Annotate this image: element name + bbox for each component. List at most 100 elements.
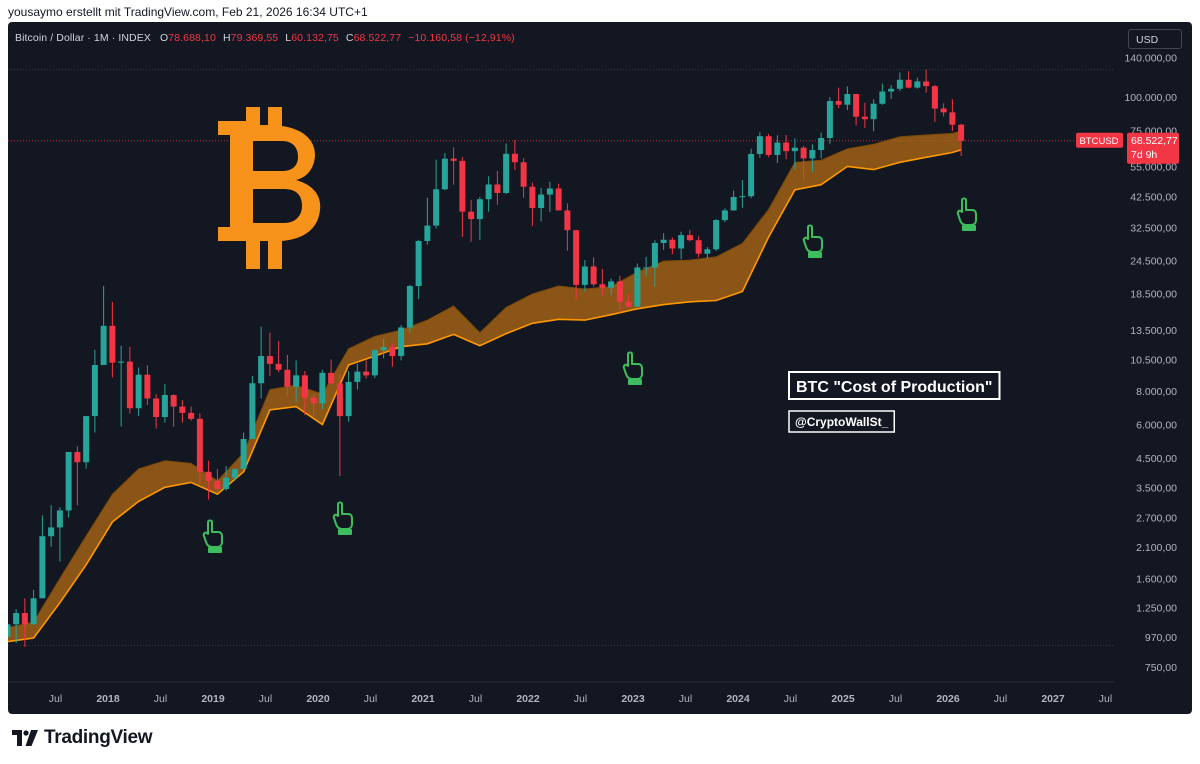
candle[interactable] <box>196 413 203 485</box>
candle[interactable] <box>354 363 361 390</box>
candle[interactable] <box>170 394 177 427</box>
candle[interactable] <box>91 349 98 433</box>
candle[interactable] <box>774 135 781 164</box>
candle[interactable] <box>39 515 46 599</box>
candle[interactable] <box>905 71 912 89</box>
candle[interactable] <box>476 196 483 240</box>
candle[interactable] <box>634 263 641 307</box>
candle[interactable] <box>135 367 142 417</box>
candle[interactable] <box>861 102 868 128</box>
candle[interactable] <box>721 208 728 223</box>
candle[interactable] <box>564 203 571 251</box>
candle[interactable] <box>923 69 930 93</box>
candle[interactable] <box>310 394 317 418</box>
candle[interactable] <box>826 97 833 144</box>
candle[interactable] <box>581 260 588 292</box>
candle[interactable] <box>835 87 842 109</box>
candle[interactable] <box>678 231 685 260</box>
candle[interactable] <box>459 157 466 238</box>
candle[interactable] <box>144 365 151 405</box>
candle[interactable] <box>791 138 798 170</box>
candle[interactable] <box>21 598 28 647</box>
candle[interactable] <box>818 132 825 159</box>
candle[interactable] <box>485 176 492 212</box>
candle[interactable] <box>398 324 405 361</box>
candle[interactable] <box>730 190 737 211</box>
candle[interactable] <box>205 460 212 500</box>
candle[interactable] <box>118 345 125 427</box>
candle[interactable] <box>415 239 422 300</box>
candle[interactable] <box>608 278 615 296</box>
candle[interactable] <box>870 99 877 132</box>
candle[interactable] <box>126 346 133 414</box>
candle[interactable] <box>188 406 195 421</box>
candle[interactable] <box>468 199 475 242</box>
candle[interactable] <box>450 147 457 185</box>
candle[interactable] <box>48 505 55 547</box>
candle[interactable] <box>503 143 510 195</box>
candle[interactable] <box>713 219 720 252</box>
candle[interactable] <box>931 85 938 122</box>
candle[interactable] <box>695 236 702 258</box>
candle[interactable] <box>949 99 956 132</box>
candle[interactable] <box>74 446 81 506</box>
price-tag[interactable]: BTCUSD 68.522,77 7d 9h <box>1076 132 1179 164</box>
candle[interactable] <box>424 197 431 245</box>
candle[interactable] <box>30 589 37 625</box>
candle[interactable] <box>739 180 746 208</box>
chart-panel[interactable]: BTC "Cost of Production" @CryptoWallSt_ 1… <box>8 22 1192 714</box>
candle[interactable] <box>669 237 676 255</box>
candle[interactable] <box>844 86 851 111</box>
candle[interactable] <box>940 103 947 117</box>
candle[interactable] <box>660 233 667 250</box>
candle[interactable] <box>704 247 711 259</box>
candle[interactable] <box>223 466 230 491</box>
candle[interactable] <box>958 123 965 157</box>
candle[interactable] <box>616 275 623 314</box>
candle[interactable] <box>214 468 221 493</box>
candle[interactable] <box>853 93 860 126</box>
candle[interactable] <box>748 148 755 199</box>
candle[interactable] <box>546 181 553 212</box>
candle[interactable] <box>8 617 11 667</box>
candle[interactable] <box>380 339 387 359</box>
footer-brand[interactable]: TradingView <box>12 727 153 748</box>
candle[interactable] <box>520 158 527 198</box>
candle[interactable] <box>293 360 300 402</box>
candle[interactable] <box>371 349 378 378</box>
candle[interactable] <box>319 369 326 410</box>
candle[interactable] <box>888 85 895 99</box>
candle[interactable] <box>511 139 518 171</box>
candle[interactable] <box>345 370 352 422</box>
candle[interactable] <box>83 416 90 469</box>
candle[interactable] <box>284 354 291 396</box>
candle[interactable] <box>301 370 308 416</box>
candle[interactable] <box>266 332 273 376</box>
candle[interactable] <box>800 145 807 180</box>
candle[interactable] <box>249 375 256 439</box>
candle[interactable] <box>809 144 816 172</box>
candle[interactable] <box>258 326 265 399</box>
legend-symbol[interactable]: Bitcoin / Dollar · 1M · INDEX <box>15 32 151 44</box>
candle[interactable] <box>896 72 903 91</box>
candle[interactable] <box>441 153 448 191</box>
candle[interactable] <box>153 394 160 429</box>
candle[interactable] <box>363 360 370 379</box>
candle[interactable] <box>275 340 282 373</box>
candle[interactable] <box>161 383 168 423</box>
candle[interactable] <box>56 507 63 562</box>
candle[interactable] <box>13 609 20 643</box>
candle[interactable] <box>240 432 247 471</box>
candle[interactable] <box>65 451 72 518</box>
currency-button[interactable]: USD <box>1128 29 1182 49</box>
candle[interactable] <box>686 230 693 242</box>
candle[interactable] <box>494 170 501 205</box>
candle[interactable] <box>625 293 632 309</box>
candle[interactable] <box>573 229 580 300</box>
candle[interactable] <box>100 286 107 366</box>
price-chart[interactable]: BTC "Cost of Production" @CryptoWallSt_ 1… <box>8 22 1192 714</box>
candle[interactable] <box>651 240 658 287</box>
candle[interactable] <box>538 187 545 222</box>
candle[interactable] <box>643 256 650 277</box>
candle[interactable] <box>389 343 396 367</box>
